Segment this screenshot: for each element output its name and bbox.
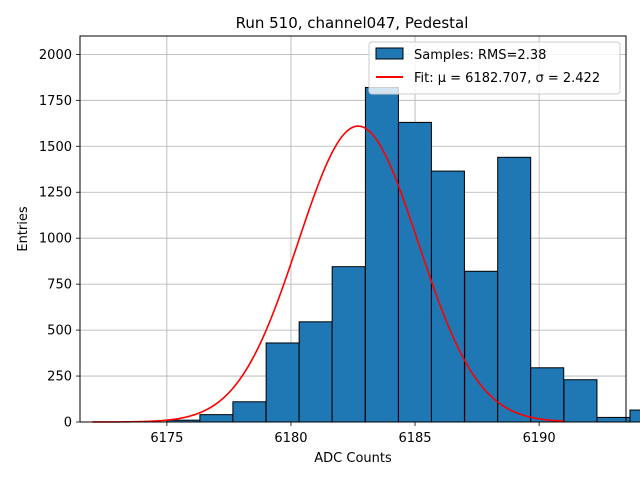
fit-curve-group bbox=[92, 125, 564, 423]
legend-label-fit: Fit: μ = 6182.707, σ = 2.422 bbox=[414, 71, 600, 86]
histogram-bar bbox=[199, 414, 234, 423]
x-axis-ticks: 6175 6180 6185 6190 bbox=[150, 422, 556, 446]
y-tick-label: 2000 bbox=[39, 48, 72, 63]
x-tick-label: 6175 bbox=[150, 431, 183, 446]
histogram-bar bbox=[563, 379, 598, 423]
legend: Samples: RMS=2.38 Fit: μ = 6182.707, σ =… bbox=[368, 41, 621, 95]
histogram-bar bbox=[629, 409, 640, 423]
y-tick-label: 1500 bbox=[39, 140, 72, 155]
plot-frame bbox=[79, 35, 627, 423]
x-tick-label: 6190 bbox=[523, 431, 556, 446]
histogram-bar bbox=[232, 401, 267, 423]
x-axis-label: ADC Counts bbox=[314, 451, 392, 466]
y-tick-label: 1250 bbox=[39, 186, 72, 201]
y-tick-label: 1750 bbox=[39, 94, 72, 109]
y-tick-label: 500 bbox=[47, 324, 72, 339]
y-axis-ticks: 0 250 500 750 1000 1250 1500 1750 2000 bbox=[39, 48, 80, 431]
histogram-bar bbox=[298, 321, 333, 423]
histogram-bars bbox=[166, 86, 640, 423]
histogram-bar bbox=[331, 266, 366, 423]
histogram-bar bbox=[397, 121, 432, 423]
chart-title: Run 510, channel047, Pedestal bbox=[236, 14, 469, 32]
histogram-bar bbox=[364, 86, 399, 423]
fit-curve bbox=[92, 125, 564, 423]
legend-swatch-samples bbox=[375, 47, 404, 60]
legend-box bbox=[368, 41, 621, 95]
histogram-bar bbox=[265, 342, 300, 423]
histogram-bar bbox=[596, 416, 631, 423]
y-axis-label: Entries bbox=[16, 206, 31, 252]
y-tick-label: 0 bbox=[64, 416, 72, 431]
legend-label-samples: Samples: RMS=2.38 bbox=[414, 48, 546, 63]
histogram-bar bbox=[464, 270, 499, 423]
x-tick-label: 6180 bbox=[274, 431, 307, 446]
histogram-bar bbox=[497, 156, 532, 423]
x-tick-label: 6185 bbox=[398, 431, 431, 446]
histogram-bar bbox=[530, 367, 565, 423]
y-tick-label: 1000 bbox=[39, 232, 72, 247]
y-tick-label: 250 bbox=[47, 370, 72, 385]
y-tick-label: 750 bbox=[47, 278, 72, 293]
